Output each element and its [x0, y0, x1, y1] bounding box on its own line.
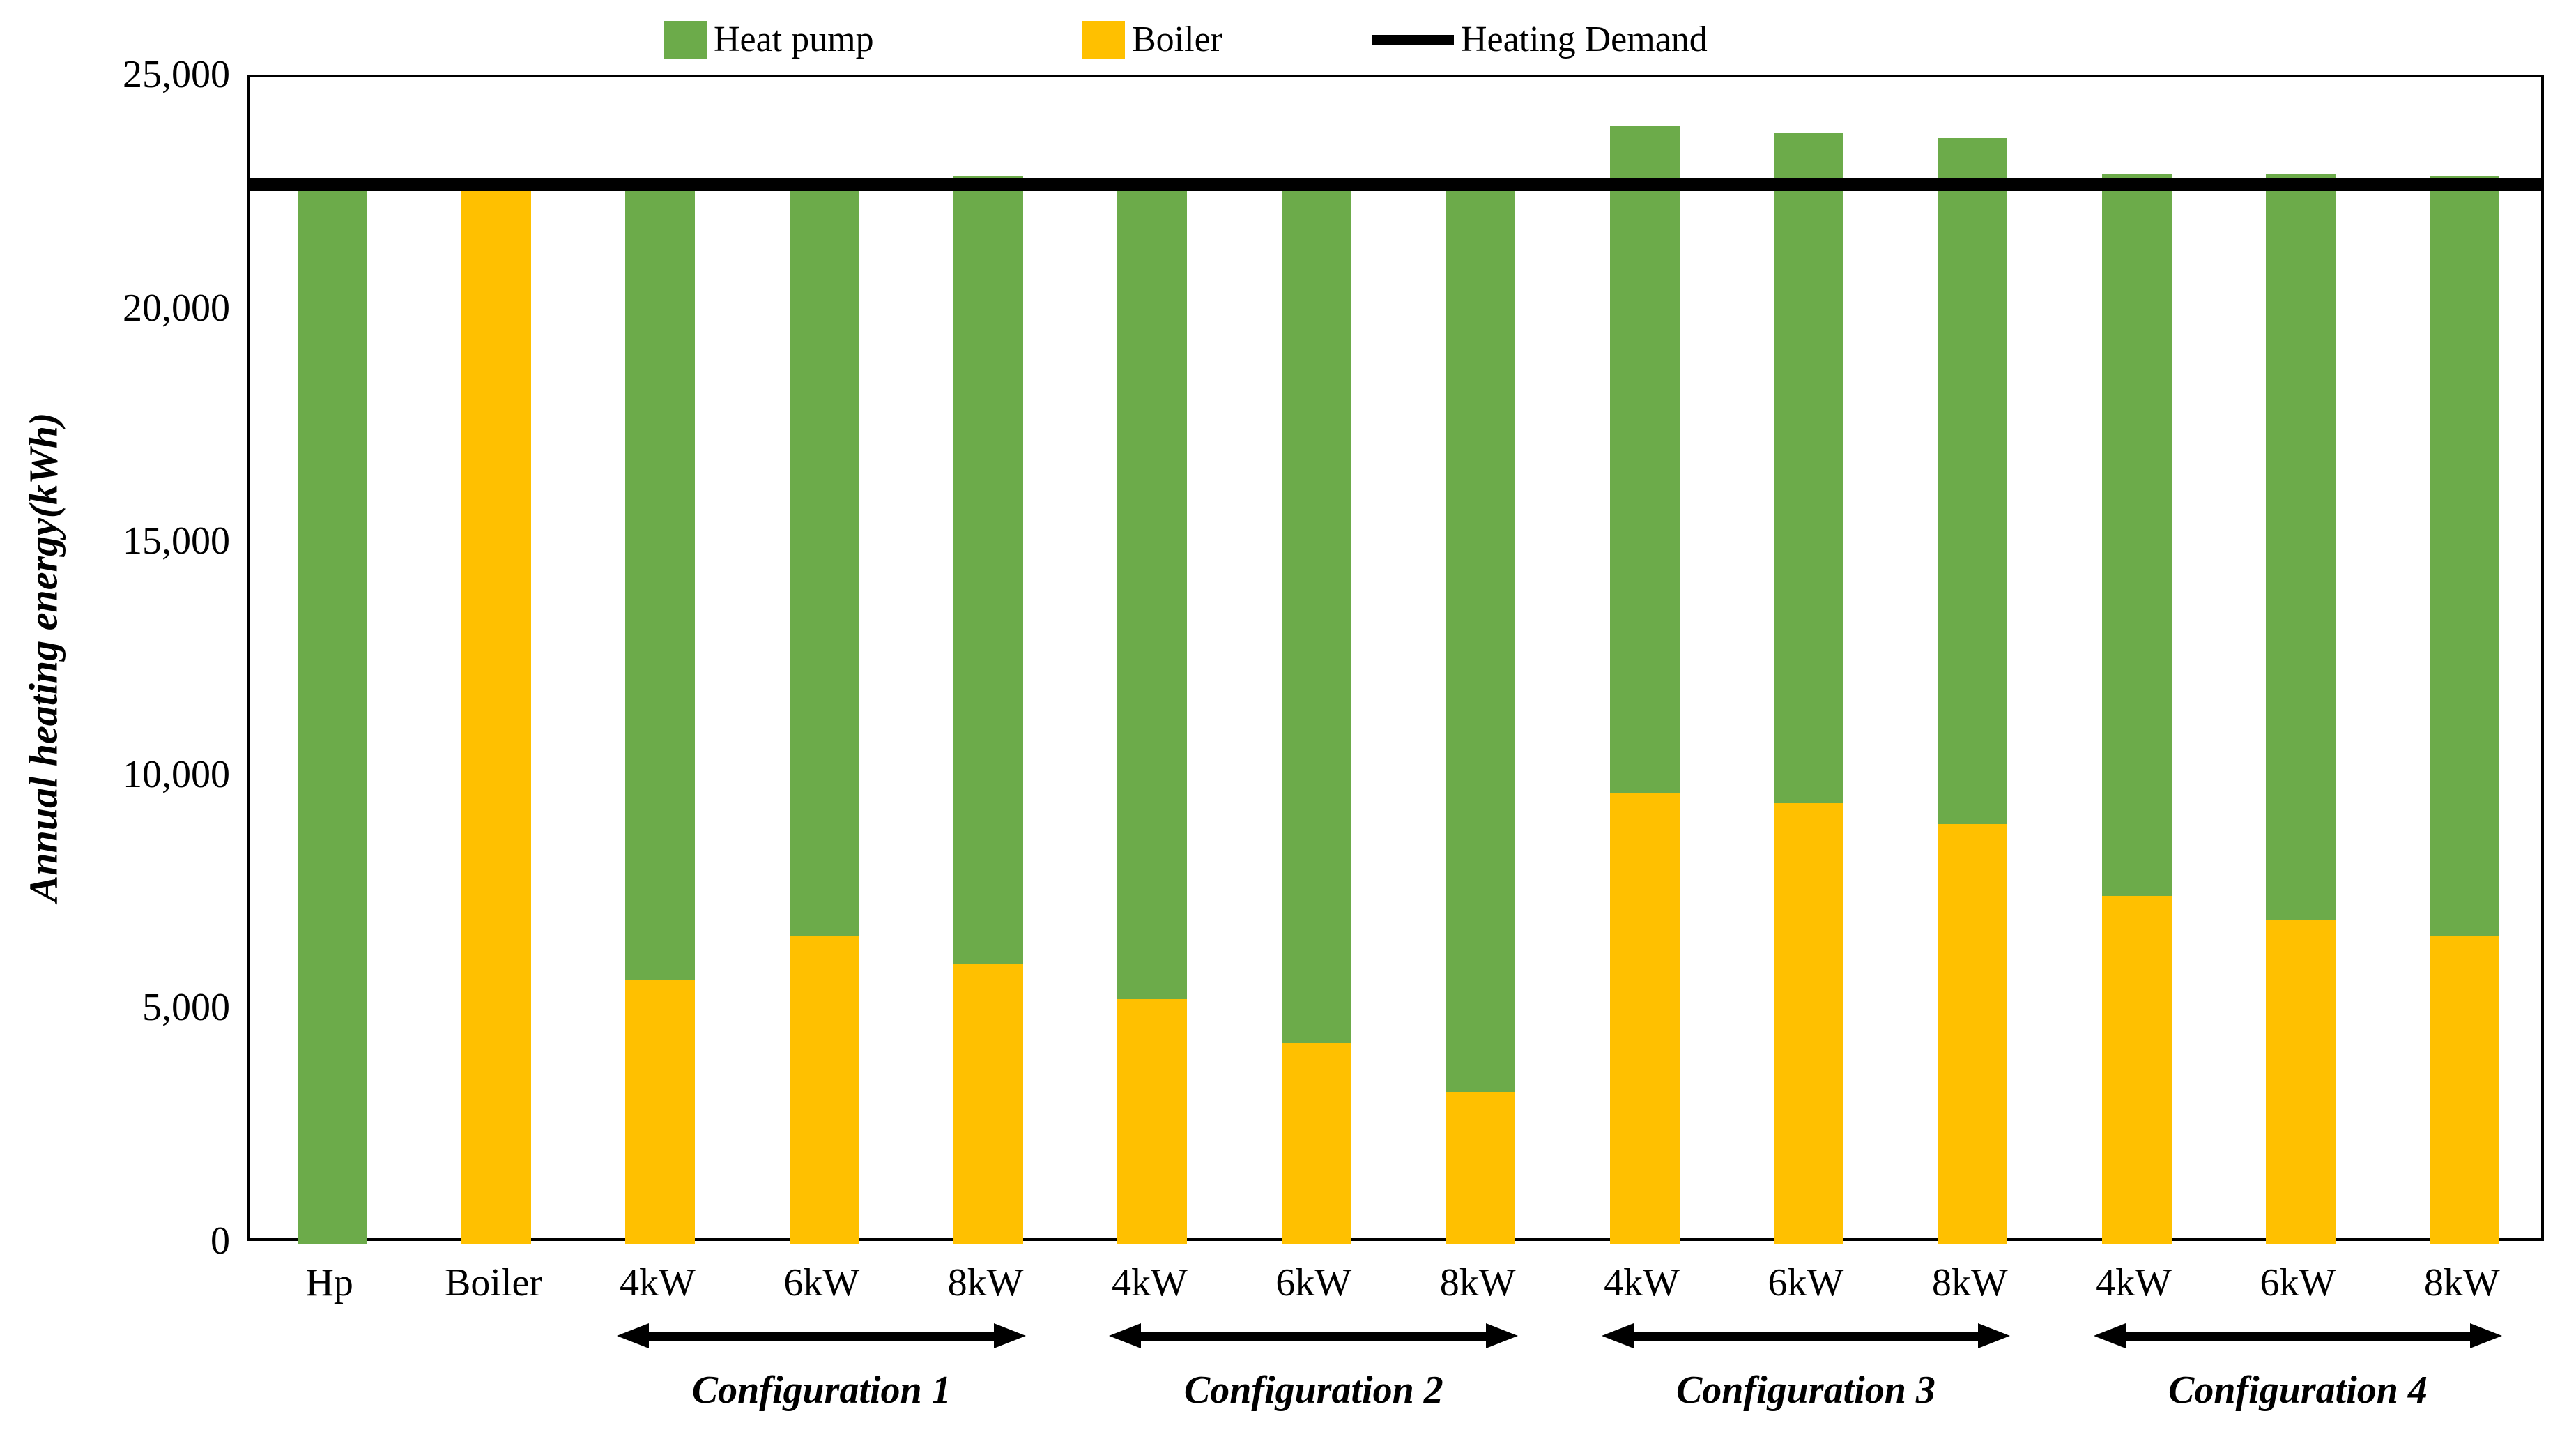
x-tick-label: 6kW	[1275, 1261, 1352, 1304]
bar-segment-boiler	[625, 980, 696, 1244]
legend-label-boiler: Boiler	[1132, 20, 1222, 59]
legend-item-heating-demand: Heating Demand	[1372, 15, 1708, 64]
x-tick-label: 4kW	[1112, 1261, 1188, 1304]
y-tick-label: 20,000	[123, 286, 230, 330]
bar-segment-heat-pump	[789, 177, 859, 936]
heating-demand-line-icon	[1372, 34, 1454, 45]
x-tick-label: 4kW	[1604, 1261, 1680, 1304]
group-range-arrow	[2093, 1323, 2503, 1348]
bar-segment-heat-pump	[1609, 126, 1680, 794]
bar-segment-boiler	[1281, 1043, 1351, 1244]
bar-segment-boiler	[2265, 919, 2336, 1244]
y-tick-label: 5,000	[142, 986, 230, 1030]
arrow-shaft	[1622, 1332, 1990, 1341]
boiler-swatch-icon	[1082, 21, 1125, 59]
bar-segment-heat-pump	[1446, 189, 1516, 1092]
arrow-shaft	[1130, 1332, 1498, 1341]
group-range-arrow	[1601, 1323, 2011, 1348]
bar-segment-heat-pump	[953, 175, 1024, 964]
bar-segment-boiler	[2101, 896, 2172, 1244]
bar-segment-heat-pump	[1773, 133, 1843, 803]
x-tick-label: 6kW	[1768, 1261, 1844, 1304]
arrow-right-head-icon	[1486, 1323, 1519, 1348]
group-range-arrow	[617, 1323, 1027, 1348]
x-tick-label: 8kW	[2423, 1261, 2500, 1304]
bar-segment-heat-pump	[2430, 175, 2500, 936]
heating-demand-reference-line	[250, 178, 2541, 191]
bar-segment-boiler	[789, 936, 859, 1244]
bar-segment-boiler	[1938, 823, 2008, 1244]
x-tick-label: Hp	[305, 1261, 353, 1304]
arrow-right-head-icon	[994, 1323, 1027, 1348]
legend-label-heating-demand: Heating Demand	[1461, 20, 1708, 59]
bar-segment-heat-pump	[1281, 189, 1351, 1044]
bar-segment-heat-pump	[1117, 189, 1188, 999]
legend-label-heat-pump: Heat pump	[714, 20, 874, 59]
plot-area	[247, 75, 2544, 1244]
group-range-arrow	[1109, 1323, 1519, 1348]
y-axis-title: Annual heating energy(kWh)	[20, 412, 66, 903]
bar-segment-boiler	[461, 180, 532, 1244]
x-tick-label: 6kW	[783, 1261, 860, 1304]
bar-segment-boiler	[953, 964, 1024, 1244]
x-tick-label: 6kW	[2260, 1261, 2336, 1304]
bar-segment-boiler	[2430, 936, 2500, 1244]
group-caption: Configuration 3	[1676, 1369, 1935, 1412]
x-tick-label: 4kW	[2096, 1261, 2172, 1304]
group-caption: Configuration 4	[2168, 1369, 2428, 1412]
arrow-shaft	[2114, 1332, 2482, 1341]
arrow-right-head-icon	[1978, 1323, 2011, 1348]
bar-segment-boiler	[1446, 1092, 1516, 1244]
x-tick-label: Boiler	[445, 1261, 543, 1304]
arrow-shaft	[638, 1332, 1006, 1341]
bar-segment-heat-pump	[2101, 174, 2172, 897]
group-caption: Configuration 1	[691, 1369, 951, 1412]
y-tick-label: 10,000	[123, 752, 230, 796]
x-tick-label: 4kW	[619, 1261, 696, 1304]
y-tick-label: 15,000	[123, 519, 230, 563]
heat-pump-swatch-icon	[664, 21, 707, 59]
bar-segment-heat-pump	[2265, 174, 2336, 920]
y-tick-label: 0	[210, 1219, 230, 1263]
x-tick-label: 8kW	[1439, 1261, 1516, 1304]
bar-segment-boiler	[1117, 998, 1188, 1244]
y-tick-label: 25,000	[123, 53, 230, 96]
legend-item-boiler: Boiler	[1082, 15, 1222, 64]
bar-segment-heat-pump	[297, 189, 367, 1244]
legend-item-heat-pump: Heat pump	[664, 15, 874, 64]
x-tick-label: 8kW	[1931, 1261, 2008, 1304]
bar-segment-boiler	[1609, 793, 1680, 1244]
bar-segment-heat-pump	[1938, 137, 2008, 824]
x-tick-label: 8kW	[947, 1261, 1024, 1304]
group-caption: Configuration 2	[1183, 1369, 1443, 1412]
arrow-right-head-icon	[2470, 1323, 2503, 1348]
bar-segment-heat-pump	[625, 180, 696, 980]
bar-segment-boiler	[1773, 802, 1843, 1244]
